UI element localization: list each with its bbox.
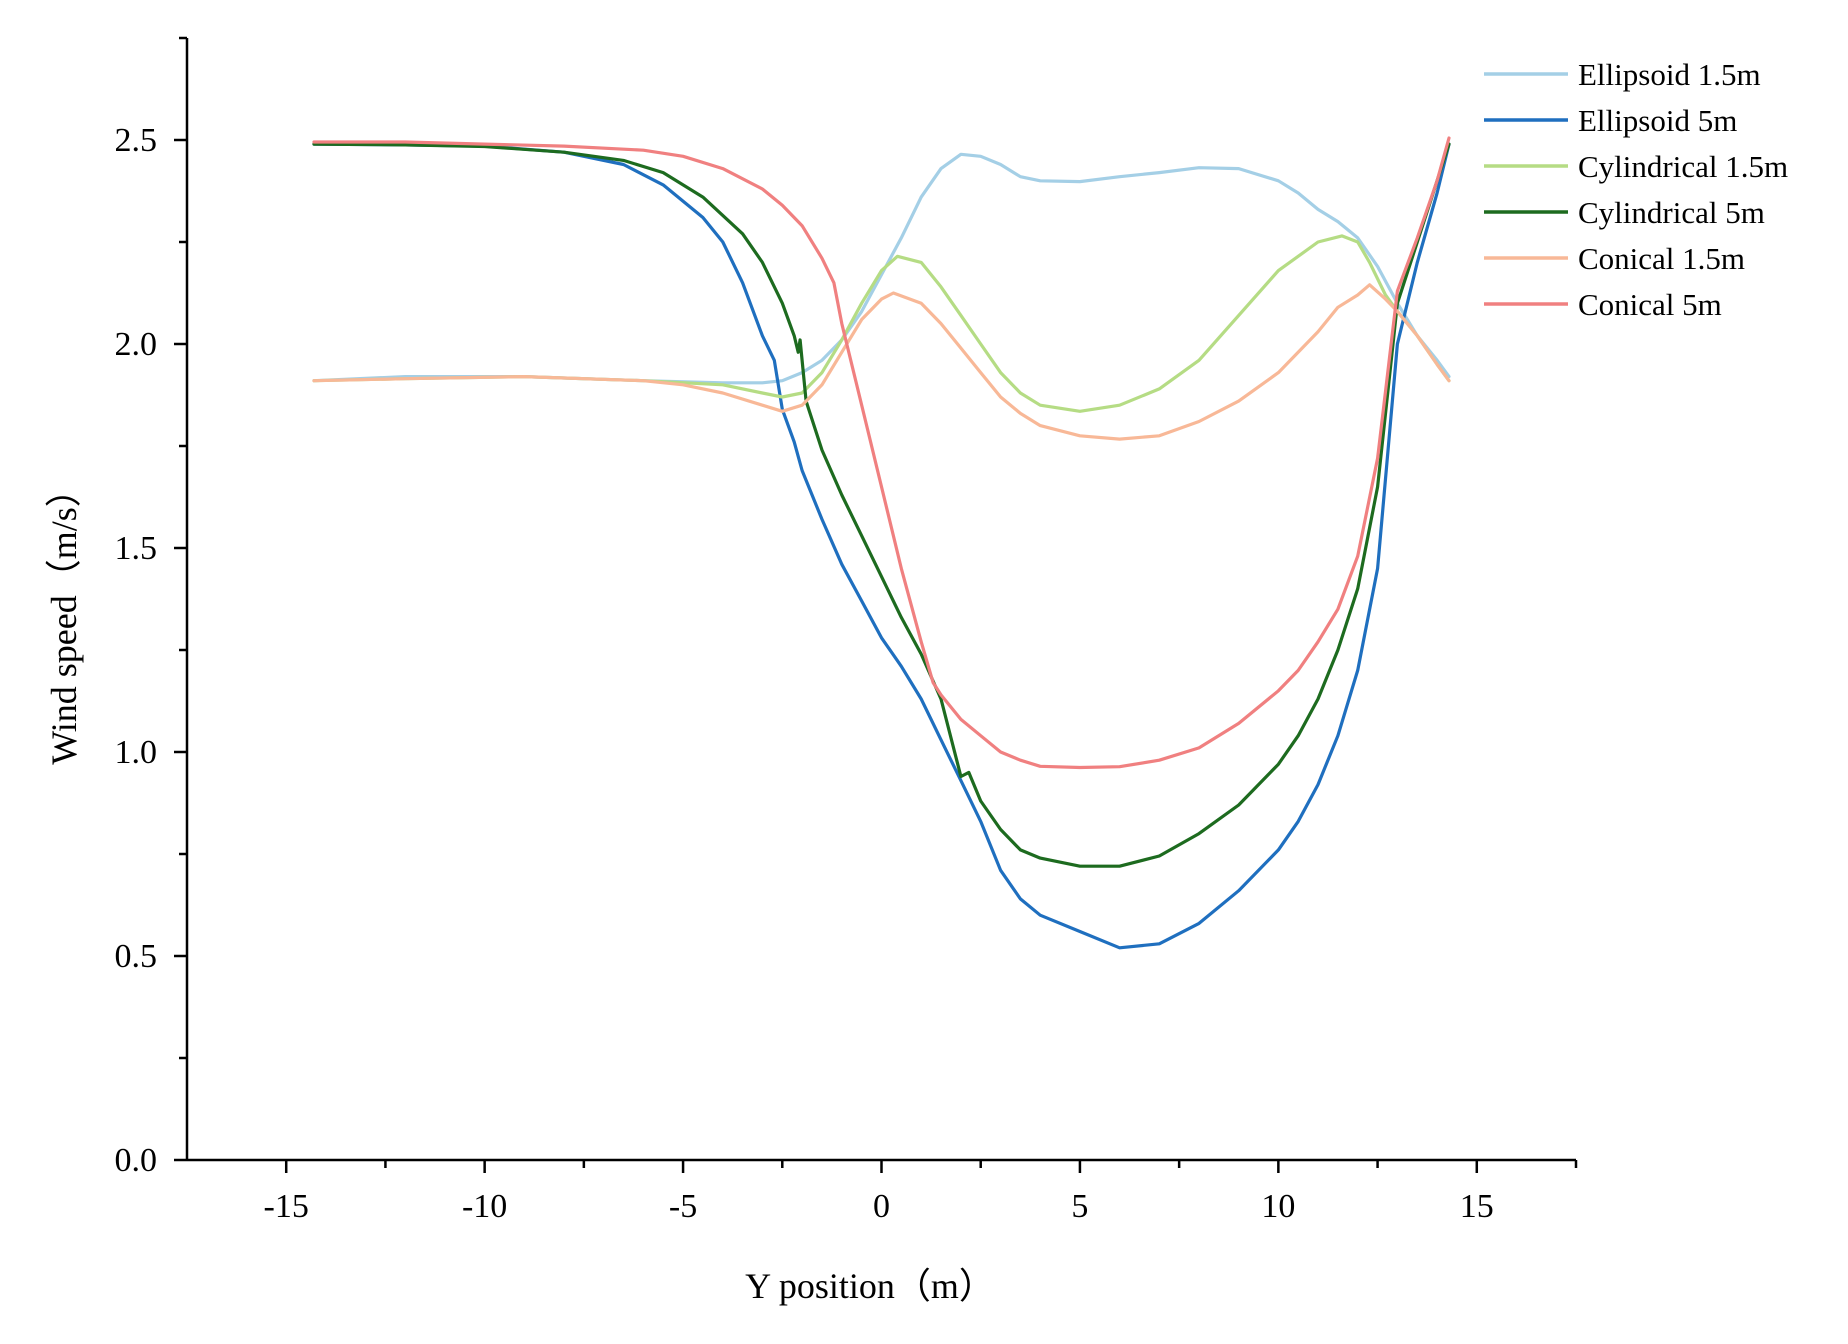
x-tick-label: 15: [1460, 1188, 1494, 1225]
axes-layer: -15 -10 -5 0 5 10 15 0.0 0.5 1.0 1.5 2.0 2.5: [115, 36, 1578, 1225]
y-tick-label: 1.5: [115, 530, 158, 567]
x-ticks: -15 -10 -5 0 5 10 15: [264, 1160, 1578, 1225]
y-tick-label: 0.5: [115, 938, 158, 975]
legend-label: Cylindrical 1.5m: [1578, 149, 1788, 184]
x-tick-label: 5: [1071, 1188, 1088, 1225]
series-line-conical-5m: [312, 136, 1451, 770]
y-tick-label: 2.0: [115, 326, 158, 363]
x-tick-label: -5: [669, 1188, 697, 1225]
series-layer: [312, 136, 1451, 950]
x-tick-label: -10: [462, 1188, 507, 1225]
series-line-cylindrical-1-5m: [312, 234, 1451, 413]
y-tick-label: 2.5: [115, 122, 158, 159]
y-tick-label: 1.0: [115, 734, 158, 771]
y-axis-title: Wind speed（m/s）: [44, 471, 84, 765]
series-line-ellipsoid-5m: [312, 142, 1451, 950]
series-line-ellipsoid-1-5m: [312, 152, 1451, 385]
legend-label: Conical 5m: [1578, 287, 1722, 322]
legend-label: Ellipsoid 1.5m: [1578, 57, 1761, 92]
legend: Ellipsoid 1.5m Ellipsoid 5m Cylindrical 1.…: [1484, 57, 1788, 322]
series-line-cylindrical-5m: [312, 142, 1451, 868]
legend-label: Ellipsoid 5m: [1578, 103, 1737, 138]
x-tick-label: 0: [873, 1188, 890, 1225]
y-ticks: 0.0 0.5 1.0 1.5 2.0 2.5: [115, 36, 187, 1179]
y-tick-label: 0.0: [115, 1142, 158, 1179]
x-tick-label: 10: [1261, 1188, 1295, 1225]
legend-label: Conical 1.5m: [1578, 241, 1745, 276]
series-line-conical-1-5m: [312, 283, 1451, 441]
x-tick-label: -15: [264, 1188, 309, 1225]
x-axis-title: Y position（m）: [745, 1266, 995, 1306]
legend-label: Cylindrical 5m: [1578, 195, 1765, 230]
